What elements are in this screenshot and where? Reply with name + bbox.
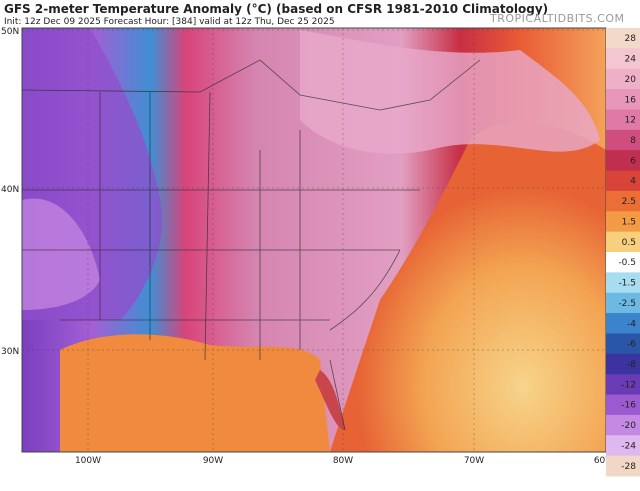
colorbar-label: 0.5 — [622, 238, 636, 248]
colorbar-label: 1.5 — [622, 217, 636, 227]
title: GFS 2-meter Temperature Anomaly (°C) (ba… — [4, 2, 549, 16]
colorbar-label: 12 — [625, 116, 636, 126]
lat-label: 30N — [1, 347, 19, 357]
cold-anomaly-south — [22, 198, 100, 310]
colorbar-label: -2.5 — [618, 299, 636, 309]
lon-label: 80W — [333, 456, 353, 466]
colorbar-label: -6 — [627, 340, 636, 350]
colorbar-swatch — [606, 89, 640, 110]
colorbar-swatch — [606, 170, 640, 192]
colorbar-swatch — [606, 190, 640, 212]
colorbar-swatch — [606, 414, 640, 436]
lon-label: 90W — [203, 456, 223, 466]
colorbar-swatch — [606, 394, 640, 416]
colorbar-swatch — [606, 455, 640, 477]
colorbar-swatch — [606, 129, 640, 151]
florida — [315, 370, 345, 430]
colorbar-swatch — [606, 211, 640, 233]
lat-label: 50N — [1, 27, 19, 37]
lat-label: 40N — [1, 185, 19, 195]
colorbar-swatch — [606, 292, 640, 314]
colorbar-swatch — [606, 353, 640, 375]
lon-label: 70W — [464, 456, 484, 466]
gulf — [60, 334, 330, 452]
graticule — [22, 28, 606, 452]
colorbar-swatch — [606, 231, 640, 253]
colorbar-label: -4 — [627, 319, 636, 329]
lon-label: 60W — [594, 456, 614, 466]
colorbar-swatch — [606, 109, 640, 131]
colorbar-label: 28 — [625, 34, 637, 44]
colorbar-label: 20 — [625, 75, 637, 85]
colorbar-swatch — [606, 150, 640, 172]
warm-anomaly-north — [300, 30, 600, 154]
ocean — [330, 121, 606, 453]
colorbar-swatch — [606, 68, 640, 90]
colorbar-swatch — [606, 333, 640, 355]
colorbar-swatch — [606, 272, 640, 294]
colorbar-label: -1.5 — [618, 279, 636, 289]
colorbar-label: 24 — [625, 55, 637, 65]
colorbar-swatch — [606, 252, 640, 273]
colorbar-label: 6 — [630, 156, 636, 166]
colorbar-swatch — [606, 48, 640, 70]
colorbar-label: 8 — [630, 136, 636, 146]
colorbar-label: 16 — [625, 95, 637, 105]
colorbar-label: -24 — [621, 441, 636, 451]
credit: TROPICALTIDBITS.COM — [490, 12, 625, 25]
colorbar-label: -20 — [621, 421, 636, 431]
colorbar-swatch — [606, 435, 640, 457]
colorbar-label: -28 — [621, 462, 636, 472]
colorbar-label: 4 — [630, 177, 636, 187]
colorbar-swatch — [606, 313, 640, 334]
colorbar-label: -12 — [621, 380, 636, 390]
colorbar-label: 2.5 — [622, 197, 636, 207]
colorbar-label: -8 — [627, 360, 636, 370]
subtitle: Init: 12z Dec 09 2025 Forecast Hour: [38… — [4, 17, 335, 27]
colorbar-swatch — [606, 28, 640, 49]
colorbar-label: -16 — [621, 401, 636, 411]
borders — [21, 59, 481, 431]
colorbar-label: -0.5 — [618, 258, 636, 268]
lon-label: 100W — [75, 456, 101, 466]
colorbar-swatch — [606, 374, 640, 396]
